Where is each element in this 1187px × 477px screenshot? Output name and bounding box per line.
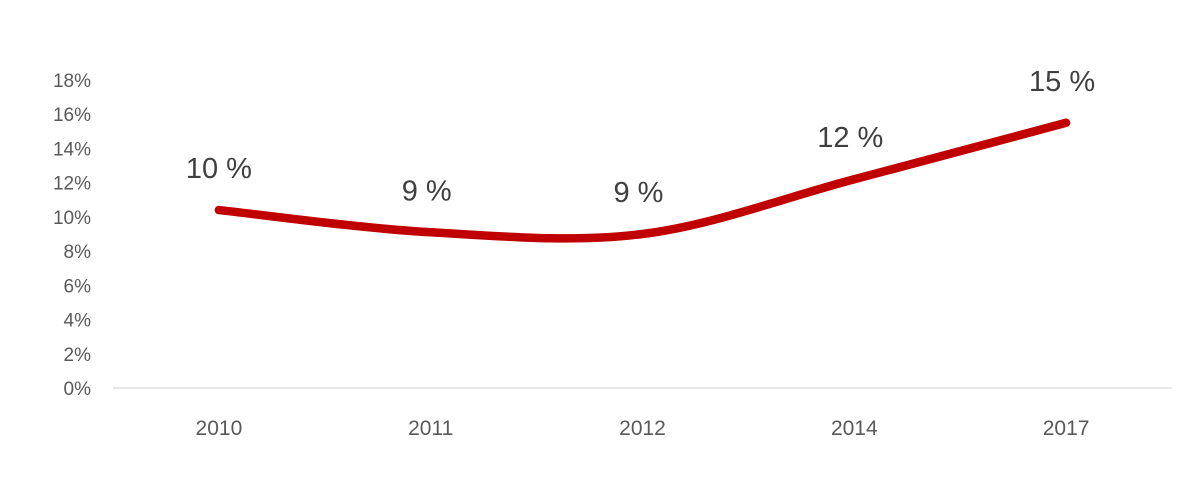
series-line [214, 118, 1071, 243]
data-label: 10 % [186, 153, 252, 185]
data-label: 12 % [817, 122, 883, 154]
data-label: 9 % [614, 177, 664, 209]
y-tick-label: 18% [53, 71, 91, 92]
x-tick-label: 2014 [831, 417, 878, 440]
x-axis: 2010 2011 2012 2014 2017 [196, 417, 1090, 440]
y-tick-label: 14% [53, 139, 91, 160]
x-tick-label: 2010 [196, 417, 243, 440]
x-tick-label: 2011 [408, 417, 453, 440]
data-labels: 10 % 9 % 9 % 12 % 15 % [186, 66, 1095, 209]
y-tick-label: 0% [64, 379, 92, 400]
data-label: 15 % [1029, 66, 1095, 98]
y-tick-label: 2% [64, 345, 92, 366]
x-tick-label: 2012 [619, 417, 666, 440]
y-tick-label: 8% [64, 242, 92, 263]
y-tick-label: 16% [53, 105, 91, 126]
data-label: 9 % [402, 175, 452, 207]
y-tick-label: 12% [53, 174, 91, 195]
y-tick-label: 4% [64, 311, 92, 332]
x-tick-label: 2017 [1043, 417, 1090, 440]
y-tick-label: 6% [64, 276, 92, 297]
y-tick-label: 10% [53, 208, 91, 229]
y-axis: 0% 2% 4% 6% 8% 10% 12% 14% 16% 18% [53, 71, 91, 400]
